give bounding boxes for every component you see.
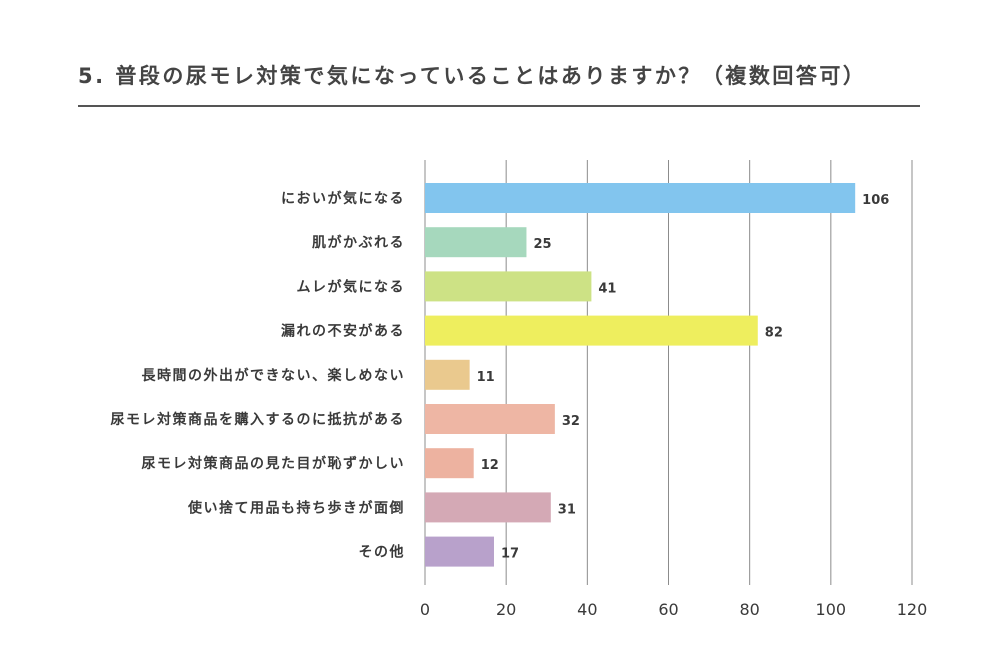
category-label: 肌がかぶれる (312, 234, 405, 251)
x-tick-label: 120 (897, 600, 928, 619)
x-tick-label: 60 (658, 600, 678, 619)
x-tick-label: 0 (420, 600, 430, 619)
chart-title: 5. 普段の尿モレ対策で気になっていることはありますか？（複数回答可） (78, 64, 867, 88)
x-tick-label: 100 (816, 600, 847, 619)
bar (425, 492, 551, 523)
x-tick-label: 20 (496, 600, 516, 619)
bar-value-label: 106 (862, 193, 889, 208)
bar (425, 359, 470, 390)
bar (425, 404, 555, 434)
bar (425, 448, 474, 479)
bar-value-label: 25 (533, 237, 551, 252)
bar-value-label: 82 (765, 326, 783, 341)
bar-value-label: 11 (477, 370, 495, 385)
bar (425, 183, 856, 213)
bar (425, 227, 527, 258)
category-label: その他 (359, 544, 406, 561)
x-tick-label: 80 (739, 600, 759, 619)
category-label: 長時間の外出ができない、楽しめない (142, 367, 406, 384)
category-label: 尿モレ対策商品を購入するのに抵抗がある (111, 411, 406, 428)
bar (425, 536, 494, 567)
x-tick-label: 40 (577, 600, 597, 619)
bar-value-label: 32 (562, 414, 580, 429)
category-label: ムレが気になる (297, 278, 406, 295)
bar-value-label: 31 (558, 502, 576, 517)
bar-value-label: 41 (598, 281, 616, 296)
title-underline (78, 105, 920, 107)
category-label: 漏れの不安がある (281, 323, 405, 340)
category-label: においが気になる (281, 190, 405, 207)
category-label: 使い捨て用品も持ち歩きが面倒 (187, 499, 405, 516)
bar-value-label: 17 (501, 547, 519, 562)
bar (425, 271, 592, 302)
bar (425, 315, 758, 346)
category-label: 尿モレ対策商品の見た目が恥ずかしい (142, 455, 406, 472)
bar-value-label: 12 (481, 458, 499, 473)
